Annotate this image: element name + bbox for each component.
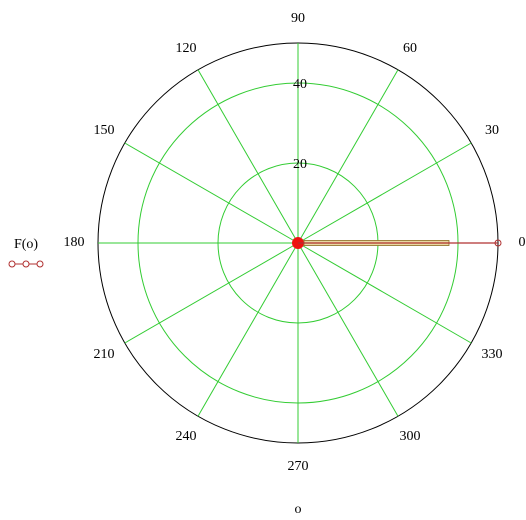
angle-grid-line bbox=[197, 69, 299, 244]
angle-grid-line bbox=[124, 142, 299, 244]
angle-tick-label: 330 bbox=[481, 347, 502, 362]
angle-tick-label: 0 bbox=[519, 235, 526, 250]
angle-grid-line bbox=[197, 242, 299, 417]
legend-marker bbox=[36, 260, 44, 268]
angle-grid-line bbox=[124, 242, 299, 344]
angle-tick-label: 180 bbox=[64, 235, 85, 250]
radial-tick-label: 40 bbox=[293, 77, 307, 92]
legend-label: F(o) bbox=[14, 237, 38, 252]
angle-tick-label: 30 bbox=[485, 123, 499, 138]
angle-grid-line bbox=[297, 242, 399, 417]
angle-tick-label: 210 bbox=[94, 347, 115, 362]
series-point bbox=[494, 239, 502, 247]
angle-tick-label: 120 bbox=[176, 41, 197, 56]
angle-grid-line bbox=[297, 142, 472, 244]
angle-grid-line bbox=[297, 69, 399, 244]
angle-tick-label: 240 bbox=[176, 429, 197, 444]
angle-tick-label: 60 bbox=[403, 41, 417, 56]
legend-marker bbox=[22, 260, 30, 268]
angle-grid-line bbox=[297, 242, 472, 344]
radial-tick-label: 20 bbox=[293, 157, 307, 172]
x-axis-label: o bbox=[295, 502, 302, 517]
legend-marker bbox=[8, 260, 16, 268]
angle-tick-label: 300 bbox=[400, 429, 421, 444]
angle-tick-label: 90 bbox=[291, 11, 305, 26]
angle-tick-label: 150 bbox=[94, 123, 115, 138]
angle-tick-label: 270 bbox=[288, 459, 309, 474]
